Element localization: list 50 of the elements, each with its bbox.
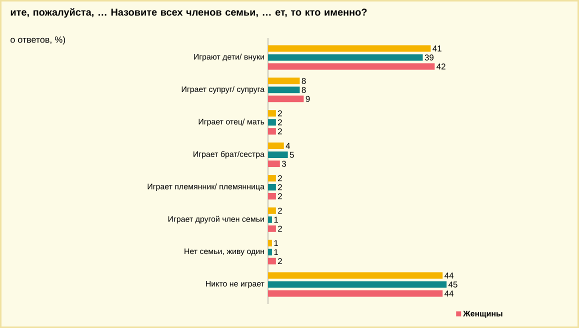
bar: [268, 240, 272, 246]
bar: [268, 152, 288, 158]
bar: [268, 96, 304, 102]
bar: [268, 258, 276, 264]
bar: [268, 119, 276, 126]
data-label: 2: [278, 175, 282, 182]
data-label: 2: [278, 208, 282, 214]
data-label: 42: [436, 64, 446, 70]
bar: [268, 78, 300, 84]
bar: [268, 248, 272, 256]
bar: [268, 216, 272, 223]
bar: [268, 128, 276, 135]
bar: [268, 290, 443, 297]
data-label: 4: [286, 142, 290, 149]
bar: [268, 54, 423, 61]
data-label: 3: [282, 160, 286, 167]
data-label: 2: [278, 110, 282, 116]
bar: [268, 281, 447, 288]
bar: [268, 63, 435, 70]
data-label: 2: [278, 226, 282, 232]
data-label: 2: [278, 128, 282, 134]
data-label: 1: [274, 216, 278, 223]
data-label: 2: [278, 119, 282, 126]
data-label: 5: [290, 152, 294, 158]
data-label: 45: [448, 282, 458, 288]
bar: [268, 184, 276, 190]
data-label: 8: [302, 86, 306, 93]
bar: [268, 110, 276, 117]
data-label: 2: [278, 193, 282, 200]
bar: [268, 45, 431, 52]
chart-title: ите, пожалуйста, … Назовите всех членов семьи, … ет, то кто именно?: [10, 8, 367, 18]
text: о ответов, %): [10, 36, 66, 45]
data-label: 1: [274, 249, 278, 256]
data-label: 44: [444, 272, 454, 278]
data-label: 8: [302, 78, 306, 84]
data-label: 1: [274, 240, 278, 246]
bar: [268, 160, 280, 168]
bar: [268, 86, 300, 94]
data-label: 41: [432, 46, 442, 52]
data-label: 2: [278, 184, 282, 190]
data-label: 9: [306, 96, 310, 102]
bar: [268, 272, 443, 279]
bar: [268, 207, 276, 214]
bar: [268, 174, 276, 182]
bar: [268, 192, 276, 200]
data-label: 2: [278, 258, 282, 264]
data-label: 44: [444, 290, 454, 296]
bar: [268, 142, 284, 150]
bar: [268, 225, 276, 232]
data-label: 39: [424, 54, 434, 60]
